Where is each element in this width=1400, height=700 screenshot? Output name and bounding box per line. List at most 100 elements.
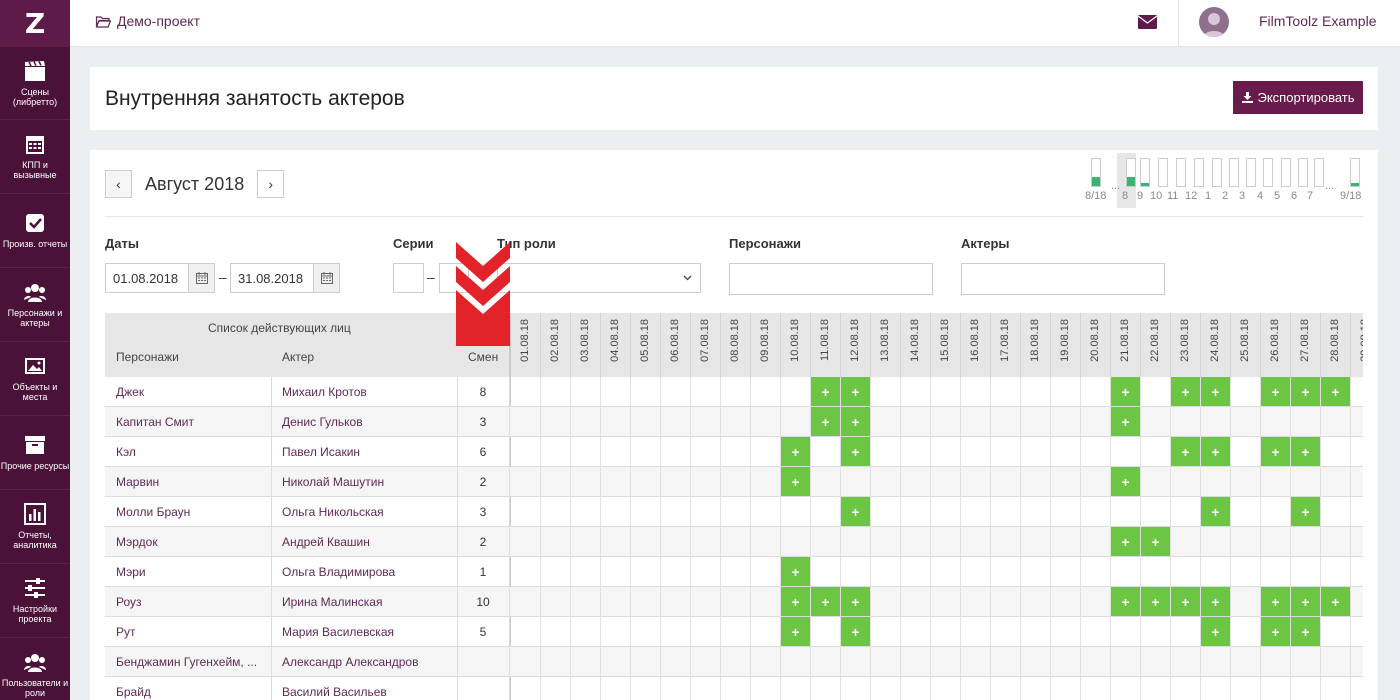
booked-day-cell[interactable]: +	[1171, 437, 1200, 466]
day-cell[interactable]	[541, 497, 571, 527]
day-cell[interactable]	[1321, 617, 1351, 647]
booked-day-cell[interactable]: +	[781, 467, 810, 496]
day-cell[interactable]	[961, 587, 991, 617]
booked-day-cell[interactable]: +	[841, 377, 870, 406]
day-cell[interactable]	[1051, 497, 1081, 527]
day-cell[interactable]	[631, 557, 661, 587]
day-cell[interactable]	[811, 467, 841, 497]
day-cell[interactable]	[541, 437, 571, 467]
day-cell[interactable]	[1231, 377, 1261, 407]
avatar[interactable]	[1199, 7, 1229, 37]
day-cell[interactable]	[661, 617, 691, 647]
export-button[interactable]: Экспортировать	[1233, 81, 1363, 114]
day-cell[interactable]	[841, 407, 871, 437]
day-cell[interactable]	[931, 647, 961, 677]
day-cell[interactable]	[751, 677, 781, 700]
day-cell[interactable]	[811, 377, 841, 407]
booked-day-cell[interactable]: +	[1261, 377, 1290, 406]
day-cell[interactable]	[781, 527, 811, 557]
day-cell[interactable]	[721, 377, 751, 407]
day-cell[interactable]	[901, 617, 931, 647]
day-cell[interactable]	[691, 407, 721, 437]
day-cell[interactable]	[1021, 497, 1051, 527]
episode-label[interactable]: 2	[1222, 190, 1229, 202]
day-cell[interactable]	[1351, 617, 1363, 647]
day-cell[interactable]	[571, 527, 601, 557]
actor-name[interactable]: Василий Васильев	[282, 685, 387, 699]
day-cell[interactable]	[931, 437, 961, 467]
sidebar-item-0[interactable]: Сцены (либретто)	[0, 47, 70, 120]
day-cell[interactable]	[1171, 377, 1201, 407]
day-cell[interactable]	[991, 377, 1021, 407]
day-cell[interactable]	[1321, 407, 1351, 437]
day-cell[interactable]	[511, 467, 541, 497]
day-cell[interactable]	[601, 647, 631, 677]
day-cell[interactable]	[991, 437, 1021, 467]
episode-label[interactable]: 1	[1205, 190, 1212, 202]
day-cell[interactable]	[1201, 677, 1231, 700]
day-cell[interactable]	[901, 377, 931, 407]
day-cell[interactable]	[961, 407, 991, 437]
project-name[interactable]: Демо-проект	[117, 13, 200, 29]
day-cell[interactable]	[1201, 437, 1231, 467]
character-name[interactable]: Рут	[116, 625, 136, 639]
day-cell[interactable]	[1021, 587, 1051, 617]
sidebar-item-5[interactable]: Прочие ресурсы	[0, 416, 70, 490]
day-cell[interactable]	[1321, 377, 1351, 407]
day-cell[interactable]	[991, 497, 1021, 527]
day-cell[interactable]	[841, 497, 871, 527]
day-cell[interactable]	[1351, 407, 1363, 437]
day-cell[interactable]	[691, 557, 721, 587]
day-cell[interactable]	[1111, 677, 1141, 700]
day-cell[interactable]	[631, 377, 661, 407]
day-cell[interactable]	[721, 677, 751, 700]
day-cell[interactable]	[1351, 527, 1363, 557]
actor-name[interactable]: Андрей Квашин	[282, 535, 370, 549]
booked-day-cell[interactable]: +	[1261, 617, 1290, 646]
episode-bar[interactable]	[1140, 158, 1150, 187]
day-cell[interactable]	[631, 437, 661, 467]
episode-label[interactable]: 3	[1239, 190, 1246, 202]
day-cell[interactable]	[1171, 647, 1201, 677]
day-cell[interactable]	[1351, 377, 1363, 407]
day-cell[interactable]	[721, 617, 751, 647]
day-cell[interactable]	[571, 437, 601, 467]
day-cell[interactable]	[1021, 557, 1051, 587]
day-cell[interactable]	[1051, 647, 1081, 677]
episode-bar[interactable]	[1091, 158, 1101, 187]
character-name[interactable]: Мэрдок	[116, 535, 158, 549]
day-cell[interactable]	[691, 377, 721, 407]
day-cell[interactable]	[871, 587, 901, 617]
booked-day-cell[interactable]: +	[781, 557, 810, 586]
day-cell[interactable]	[1141, 617, 1171, 647]
day-cell[interactable]	[1231, 437, 1261, 467]
actor-name[interactable]: Мария Василевская	[282, 625, 394, 639]
day-cell[interactable]	[661, 647, 691, 677]
day-cell[interactable]	[781, 587, 811, 617]
episode-bar[interactable]	[1263, 158, 1273, 187]
day-cell[interactable]	[1021, 467, 1051, 497]
day-cell[interactable]	[1111, 617, 1141, 647]
day-cell[interactable]	[961, 527, 991, 557]
booked-day-cell[interactable]: +	[1171, 587, 1200, 616]
character-name[interactable]: Бенджамин Гугенхейм, ...	[116, 655, 258, 669]
actor-name[interactable]: Михаил Кротов	[282, 385, 367, 399]
booked-day-cell[interactable]: +	[1141, 587, 1170, 616]
day-cell[interactable]	[751, 377, 781, 407]
day-cell[interactable]	[571, 647, 601, 677]
day-cell[interactable]	[721, 437, 751, 467]
day-cell[interactable]	[991, 467, 1021, 497]
date-from-input[interactable]: 01.08.2018	[105, 263, 189, 293]
day-cell[interactable]	[1081, 647, 1111, 677]
episode-bar[interactable]	[1126, 158, 1136, 187]
day-cell[interactable]	[871, 377, 901, 407]
day-cell[interactable]	[1171, 437, 1201, 467]
day-cell[interactable]	[841, 617, 871, 647]
user-name[interactable]: FilmToolz Example	[1259, 13, 1377, 29]
sidebar-item-8[interactable]: Пользователи и роли	[0, 638, 70, 700]
day-cell[interactable]	[841, 437, 871, 467]
day-cell[interactable]	[1261, 677, 1291, 700]
day-cell[interactable]	[991, 617, 1021, 647]
day-cell[interactable]	[691, 587, 721, 617]
day-cell[interactable]	[991, 527, 1021, 557]
